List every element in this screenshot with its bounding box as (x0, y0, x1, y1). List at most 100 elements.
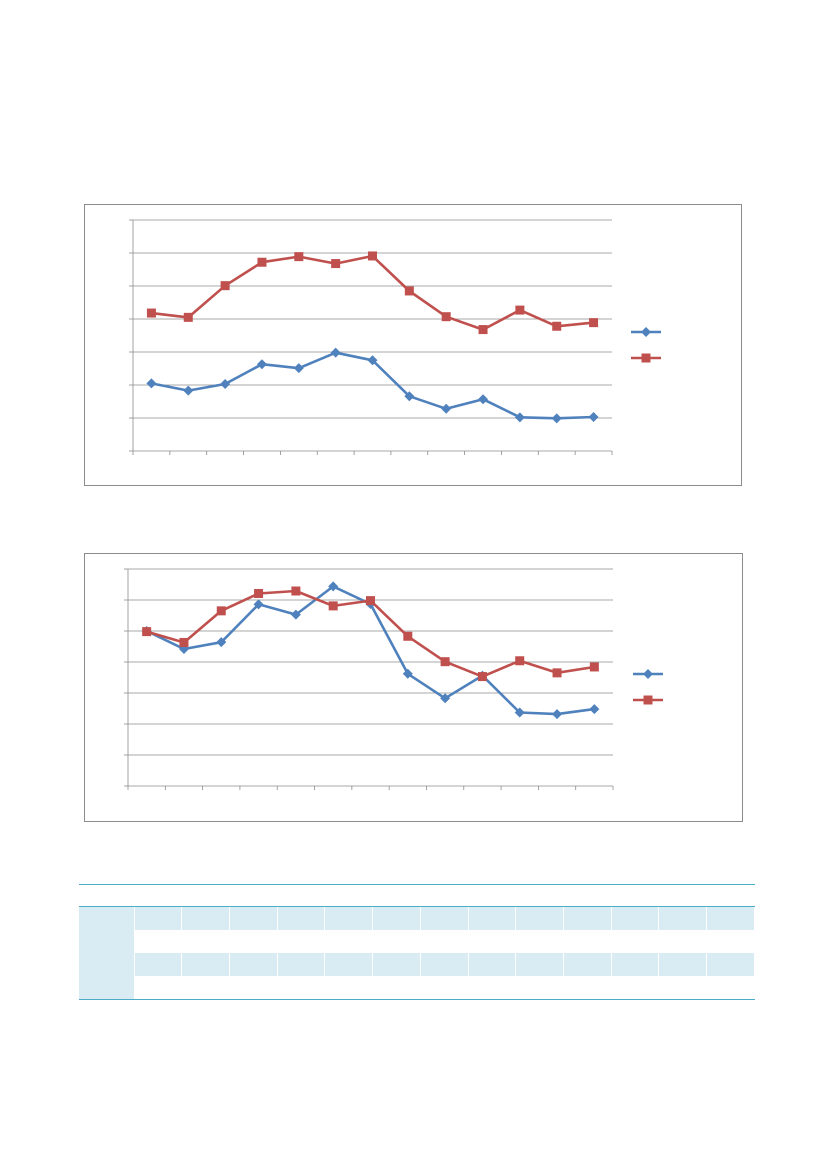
chart-2 (84, 553, 743, 822)
table-cell (134, 930, 182, 953)
chart-2-series-1-point (552, 709, 563, 720)
chart-2-series-2-point (291, 586, 301, 596)
chart-1-series-1-point (220, 379, 231, 390)
table-cell (611, 884, 659, 907)
chart-1-series-1-point (478, 394, 489, 405)
chart-1-series-2-line (151, 254, 594, 331)
table-cell (468, 976, 516, 1000)
chart-2-legend-marker-1 (643, 669, 653, 679)
chart-1-series-2-point (183, 312, 193, 322)
table-cell (658, 953, 708, 976)
chart-1-legend-marker-1 (641, 327, 651, 337)
table-row (79, 930, 755, 953)
chart-2-series-2-point (440, 657, 450, 667)
table-row-label-cell (79, 953, 135, 976)
table-cell (324, 976, 373, 1000)
table-cell (277, 906, 326, 930)
table-cell (134, 884, 182, 907)
table-cell (611, 976, 659, 1000)
chart-2-series-1-point (253, 599, 264, 610)
chart-1-series-2-point (552, 321, 562, 331)
table-row-label-cell (79, 884, 134, 907)
table-row (79, 906, 755, 930)
chart-2-series-2-point (142, 627, 152, 637)
chart-1-series-1-point (367, 355, 378, 366)
chart-1-series-2-point (441, 312, 451, 322)
table-cell (468, 930, 516, 953)
table-cell (706, 884, 755, 907)
table-cell (324, 906, 374, 930)
table-cell (515, 953, 564, 976)
chart-2-series-1-point (290, 609, 301, 620)
chart-2-series-1-point (216, 637, 227, 648)
table-row-label-cell (79, 976, 134, 1000)
table-cell (134, 976, 182, 1000)
chart-2-series-1-point (328, 581, 339, 592)
chart-2-legend-marker-2 (643, 695, 653, 705)
table-row (79, 953, 755, 976)
table-cell (611, 930, 659, 953)
chart-1-series-1-point (588, 412, 599, 423)
table-cell (372, 884, 421, 907)
table-cell (229, 906, 278, 930)
table-cell (324, 930, 373, 953)
chart-1-series-1-point (441, 403, 452, 414)
chart-2-series-1-point (589, 704, 600, 715)
table-row (79, 976, 755, 1000)
chart-1-plot (129, 219, 661, 455)
table-row-label-cell (79, 930, 134, 953)
table-cell (277, 953, 326, 976)
chart-2-series-2-point (403, 631, 413, 641)
table-cell (181, 930, 230, 953)
chart-1-series-2-point (404, 286, 414, 296)
chart-1-series-2-point (146, 308, 156, 318)
table-cell (420, 953, 469, 976)
chart-1-series-1-point (183, 385, 194, 396)
table-cell (658, 884, 707, 907)
chart-1-series-2-point (294, 252, 304, 262)
table-cell (658, 976, 707, 1000)
table-cell (658, 906, 708, 930)
table-cell (468, 906, 517, 930)
data-table (79, 884, 755, 1000)
chart-2-plot (124, 568, 663, 790)
table-cell (468, 953, 517, 976)
table-cell (420, 930, 469, 953)
chart-1-series-1-point (514, 412, 525, 423)
table-cell (181, 953, 230, 976)
chart-2-series-2-point (216, 606, 226, 616)
table-cell (372, 976, 421, 1000)
chart-1-legend-marker-2 (641, 353, 651, 363)
chart-1-series-2-point (368, 251, 377, 261)
chart-2-series-1-point (402, 668, 413, 679)
table-cell (181, 906, 230, 930)
chart-1-series-1-point (293, 363, 304, 374)
table-cell (563, 953, 612, 976)
table-cell (181, 884, 230, 907)
table-cell (611, 953, 660, 976)
table-cell (277, 930, 325, 953)
table-cell (611, 906, 660, 930)
table-cell (229, 930, 278, 953)
chart-2-series-2-point (328, 601, 338, 611)
chart-1-series-2-point (257, 257, 267, 267)
table-cell (372, 906, 421, 930)
table-cell (706, 976, 755, 1000)
chart-1-series-2-point (220, 281, 230, 291)
table-cell (563, 976, 612, 1000)
table-cell (372, 930, 421, 953)
table-cell (229, 884, 278, 907)
chart-1-series-1-point (404, 391, 415, 402)
chart-2-series-2-point (179, 637, 189, 647)
table-cell (515, 976, 564, 1000)
chart-1-series-1-point (256, 359, 267, 370)
chart-2-series-2-point (254, 588, 264, 598)
table-cell (134, 953, 183, 976)
table-cell (706, 906, 755, 930)
table-cell (420, 884, 469, 907)
table-cell (277, 884, 325, 907)
chart-2-series-1-point (178, 643, 189, 654)
table-cell (420, 906, 469, 930)
table-cell (515, 906, 564, 930)
chart-1-series-2-point (589, 318, 599, 328)
